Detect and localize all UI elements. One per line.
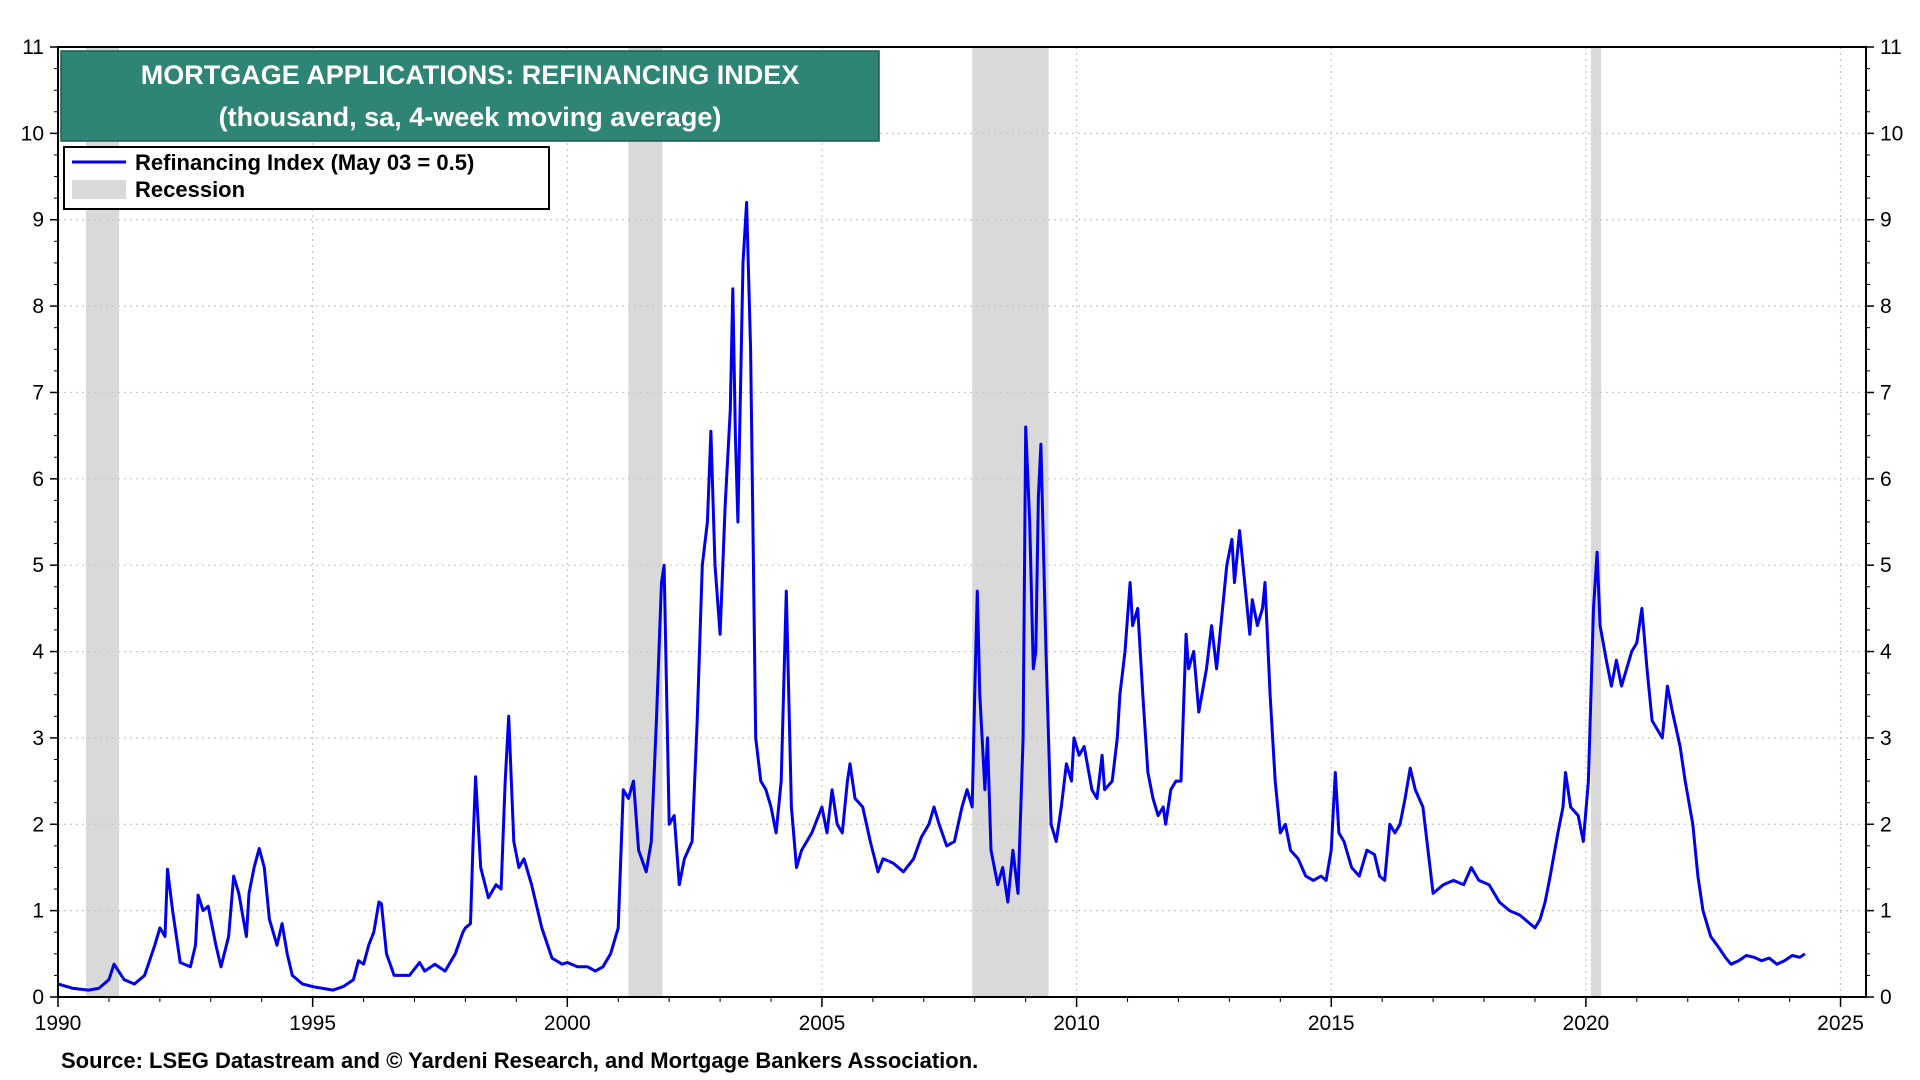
legend-recession-swatch [72,180,126,199]
y-tick-label-right-8: 8 [1880,295,1892,318]
y-tick-label-left-5: 5 [32,554,44,577]
series-layer [57,201,1806,992]
y-tick-label-left-11: 11 [22,36,44,59]
chart-subtitle: (thousand, sa, 4-week moving average) [219,102,722,132]
title-box-background [60,50,880,142]
y-tick-label-right-4: 4 [1880,641,1892,664]
y-tick-label-left-10: 10 [21,122,44,145]
y-tick-label-right-0: 0 [1880,986,1892,1009]
y-tick-label-right-3: 3 [1880,727,1892,750]
chart-title: MORTGAGE APPLICATIONS: REFINANCING INDEX [141,60,800,90]
recession-band-2 [972,47,1049,997]
y-tick-label-right-2: 2 [1880,813,1892,836]
y-tick-label-left-6: 6 [32,468,44,491]
legend-item-refinancing-index: Refinancing Index (May 03 = 0.5) [135,150,474,175]
legend: Refinancing Index (May 03 = 0.5) Recessi… [63,146,550,210]
y-tick-label-right-7: 7 [1880,381,1892,404]
x-tick-label-2015: 2015 [1308,1012,1355,1035]
legend-item-recession: Recession [135,177,245,202]
y-tick-label-right-10: 10 [1880,122,1903,145]
gridlines [58,47,1866,997]
y-tick-label-right-6: 6 [1880,468,1892,491]
recession-band-1 [628,47,663,997]
y-tick-label-left-3: 3 [32,727,44,750]
recession-band-3 [1590,47,1602,997]
x-tick-label-1990: 1990 [35,1012,82,1035]
y-tick-label-left-8: 8 [32,295,44,318]
x-tick-label-2005: 2005 [799,1012,846,1035]
x-tick-label-2000: 2000 [544,1012,591,1035]
x-tick-label-2020: 2020 [1563,1012,1610,1035]
y-tick-label-left-0: 0 [32,986,44,1009]
y-tick-label-right-11: 11 [1880,36,1902,59]
y-tick-label-right-5: 5 [1880,554,1892,577]
x-tick-label-2010: 2010 [1053,1012,1100,1035]
y-tick-label-right-9: 9 [1880,209,1892,232]
legend-box [63,146,550,210]
x-tick-label-1995: 1995 [289,1012,336,1035]
source-note: Source: LSEG Datastream and © Yardeni Re… [61,1048,978,1073]
y-tick-label-left-7: 7 [32,381,44,404]
y-tick-label-left-2: 2 [32,813,44,836]
y-tick-label-left-4: 4 [32,641,44,664]
series-line-refinancing-index [57,201,1806,992]
y-tick-label-left-1: 1 [32,900,44,923]
y-tick-label-left-9: 9 [32,209,44,232]
y-tick-label-right-1: 1 [1880,900,1892,923]
x-tick-label-2025: 2025 [1817,1012,1864,1035]
title-box: MORTGAGE APPLICATIONS: REFINANCING INDEX… [60,50,880,142]
